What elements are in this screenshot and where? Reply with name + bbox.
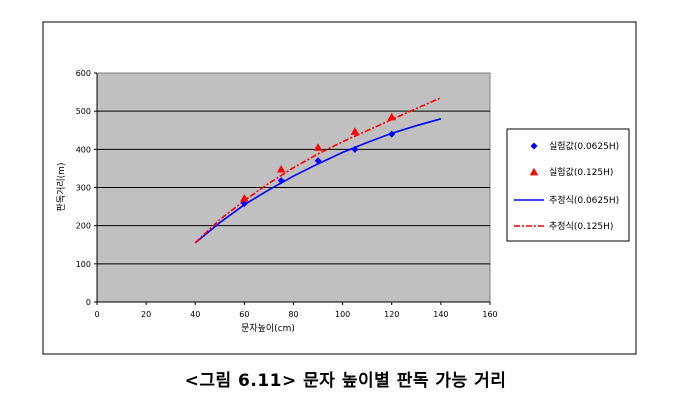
x-tick-label: 0 xyxy=(94,310,99,319)
legend-label: 추정식(0.125H) xyxy=(549,221,613,232)
y-tick-label: 400 xyxy=(76,145,91,154)
data-point xyxy=(350,127,360,135)
legend-box xyxy=(506,128,630,242)
data-point xyxy=(277,177,285,185)
data-point xyxy=(277,164,286,173)
y-tick-label: 500 xyxy=(76,107,91,116)
legend-marker xyxy=(530,142,538,150)
legend-label: 실험값(0.125H) xyxy=(549,166,613,178)
series-layer xyxy=(194,97,442,244)
legend-label: 실험값(0.0625H) xyxy=(549,140,619,152)
y-tick-label: 600 xyxy=(76,69,91,78)
legend: 실험값(0.0625H) 실험값(0.125H) 추정식(0.0625H) 추정식(0… xyxy=(514,140,619,232)
grid-layer xyxy=(97,110,490,265)
x-tick-label: 100 xyxy=(335,310,350,319)
legend-label: 추정식(0.0625H) xyxy=(549,195,619,206)
series-line xyxy=(194,97,442,244)
y-tick-label: 200 xyxy=(76,222,91,231)
y-tick-label: 0 xyxy=(86,298,91,307)
x-axis-title: 문자높이(cm) xyxy=(241,323,295,334)
axis-layer: 0 100 200 300 400 500 600 0 20 40 60 80 100 120 140 160 xyxy=(76,69,498,319)
x-tick-label: 60 xyxy=(239,310,249,319)
y-axis-title: 판독거리(m) xyxy=(56,163,67,212)
data-point xyxy=(387,112,396,121)
data-point xyxy=(240,200,248,208)
y-tick-label: 300 xyxy=(76,184,91,193)
y-tick-label: 100 xyxy=(76,260,91,269)
x-tick-label: 140 xyxy=(433,310,448,319)
x-tick-label: 160 xyxy=(482,310,497,319)
x-tick-label: 20 xyxy=(141,310,151,319)
x-tick-label: 120 xyxy=(384,310,399,319)
x-tick-label: 80 xyxy=(288,310,298,319)
data-point xyxy=(240,193,249,202)
data-point xyxy=(351,145,359,153)
data-point xyxy=(313,143,323,151)
data-point xyxy=(314,157,322,165)
data-point xyxy=(388,130,396,138)
figure-caption: <그림 6.11> 문자 높이별 판독 가능 거리 xyxy=(184,371,507,391)
legend-marker xyxy=(529,167,539,176)
x-tick-label: 40 xyxy=(190,310,200,319)
